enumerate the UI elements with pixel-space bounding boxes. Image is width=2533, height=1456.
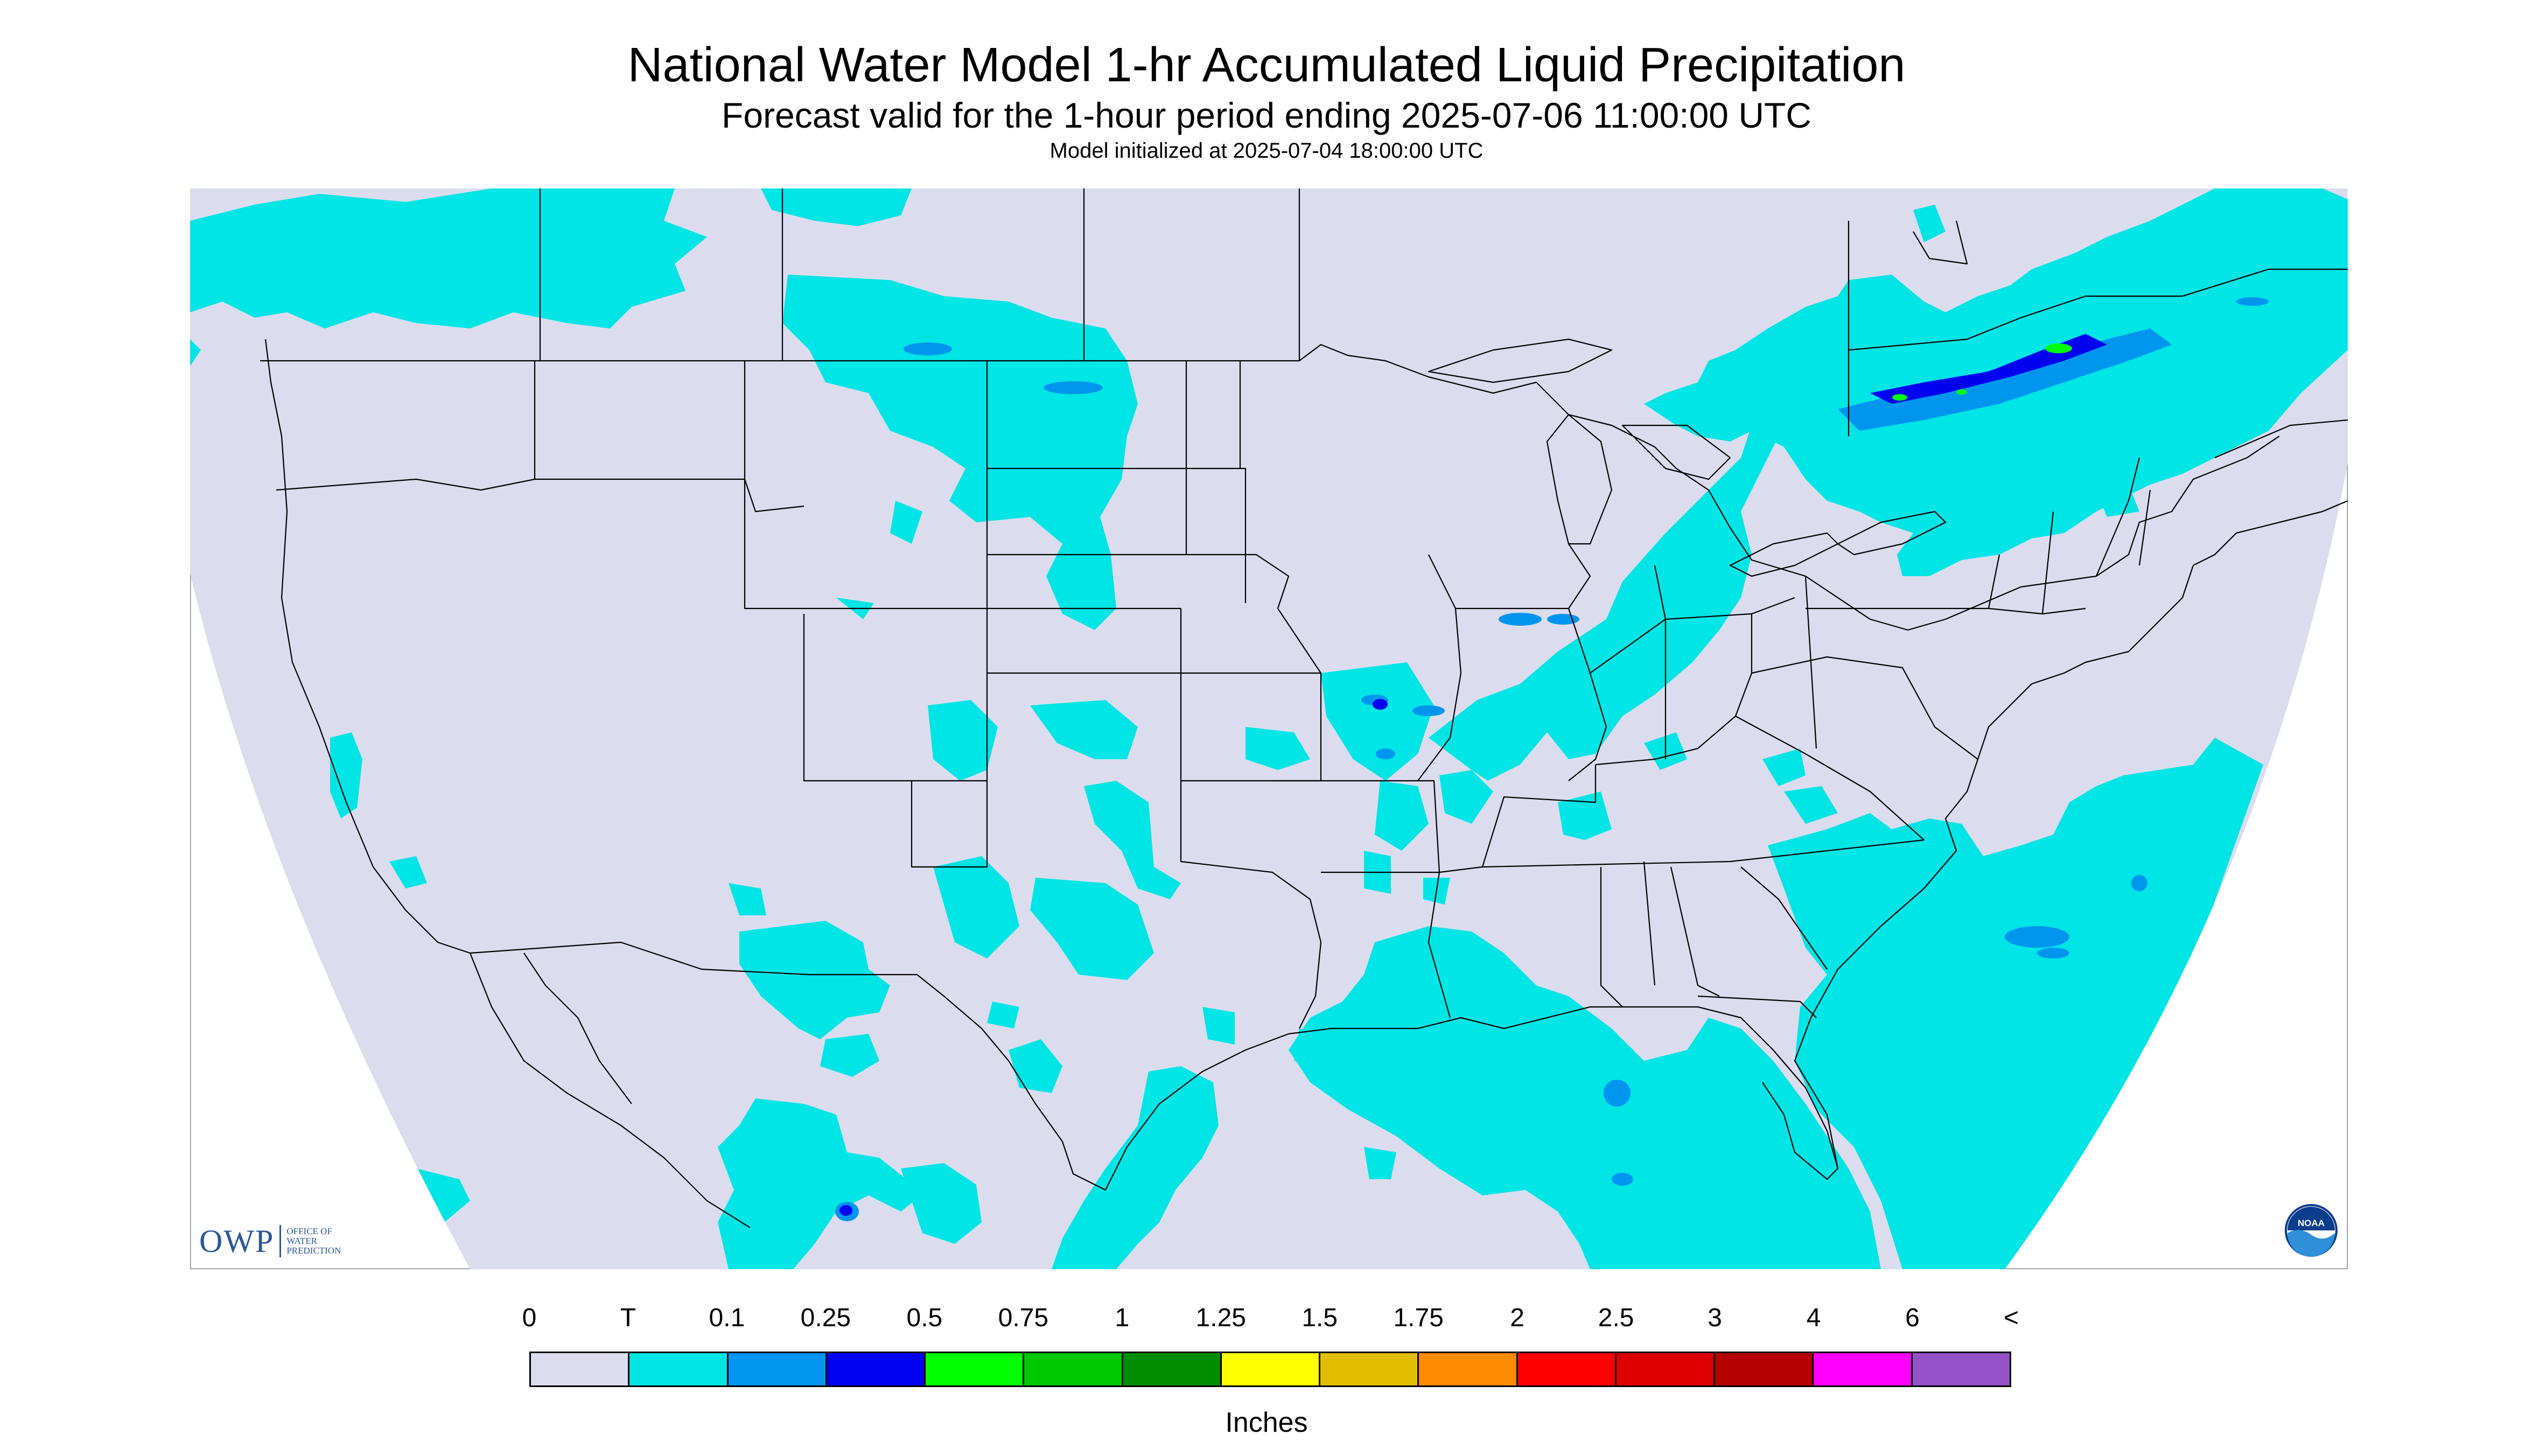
legend-swatch [728,1353,827,1385]
legend-label: < [2003,1304,2019,1332]
legend-label: 1.5 [1302,1304,1338,1332]
legend-swatch [1419,1353,1518,1385]
legend-swatch [1517,1353,1617,1385]
legend-swatch [827,1353,926,1385]
legend-label: 0.5 [906,1304,943,1332]
legend-swatch [1123,1353,1222,1385]
legend-label: 0.1 [709,1304,745,1332]
legend-label: 3 [1708,1304,1722,1332]
legend-swatch [1814,1353,1913,1385]
legend-label: 4 [1806,1304,1821,1332]
legend-swatch [1024,1353,1123,1385]
map-title: National Water Model 1-hr Accumulated Li… [627,38,1906,92]
legend-swatch [1221,1353,1321,1385]
legend-swatch [926,1353,1025,1385]
legend-label: 1 [1115,1304,1130,1332]
precipitation-map [190,188,2348,1269]
blue-precip-areas [839,334,2107,1216]
map-subtitle: Forecast valid for the 1-hour period end… [722,95,1811,135]
light-blue-precip-areas [835,297,2269,1221]
noaa-logo: NOAA [2285,1204,2338,1257]
svg-text:NOAA: NOAA [2298,1218,2325,1228]
legend-label: 0 [522,1304,537,1332]
legend-label: 2 [1510,1304,1525,1332]
legend-swatch [1616,1353,1716,1385]
legend-swatch [1320,1353,1419,1385]
owp-logo: OWP OFFICE OF WATER PREDICTION [199,1223,341,1259]
legend-labels: 0 T 0.1 0.25 0.5 0.75 1 1.25 1.5 1.75 2 2.5 3 4 6 < [0,1303,2533,1341]
legend-label: 0.25 [800,1304,851,1332]
legend-swatch [1715,1353,1814,1385]
legend-label: 0.75 [998,1304,1049,1332]
legend-units: Inches [1225,1407,1308,1438]
legend-label: 6 [1905,1304,1920,1332]
legend-swatch [531,1353,630,1385]
legend-label: T [620,1304,636,1332]
model-init-text: Model initialized at 2025-07-04 18:00:00… [1049,139,1484,163]
legend-label: 1.25 [1195,1304,1246,1332]
legend-swatch [1912,1353,2010,1385]
boundaries [260,188,2348,1228]
legend-label: 1.75 [1393,1304,1444,1332]
precipitation-areas [190,188,2348,1269]
legend-label: 2.5 [1598,1304,1634,1332]
legend-colorbar [529,1352,2011,1387]
green-precip-areas [1892,344,2072,401]
legend-swatch [629,1353,729,1385]
